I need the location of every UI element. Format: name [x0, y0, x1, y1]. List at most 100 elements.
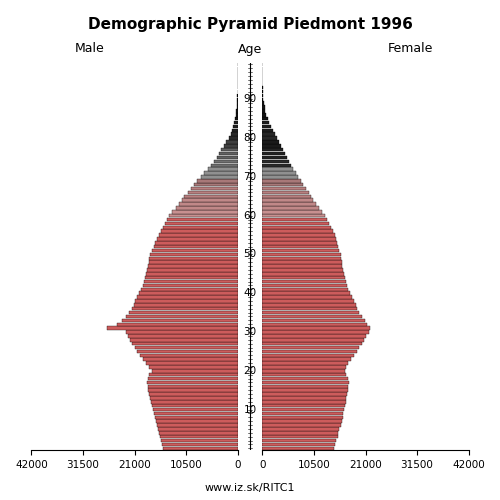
Bar: [134, 303, 238, 306]
Bar: [172, 210, 238, 214]
Bar: [150, 252, 238, 256]
Bar: [262, 113, 266, 116]
Bar: [262, 190, 308, 194]
Bar: [126, 314, 238, 318]
Bar: [160, 439, 238, 442]
Bar: [176, 206, 238, 210]
Bar: [262, 106, 264, 109]
Bar: [148, 388, 238, 392]
Bar: [262, 396, 346, 400]
Bar: [262, 280, 346, 283]
Bar: [262, 230, 333, 233]
Bar: [262, 314, 362, 318]
Bar: [262, 307, 357, 310]
Bar: [262, 369, 345, 372]
Bar: [178, 202, 238, 206]
Bar: [262, 128, 272, 132]
Bar: [262, 160, 289, 163]
Bar: [231, 132, 237, 136]
Bar: [148, 260, 238, 264]
Bar: [146, 362, 238, 365]
Bar: [224, 144, 237, 148]
Bar: [262, 194, 311, 198]
Bar: [262, 148, 283, 152]
Bar: [210, 164, 238, 167]
Bar: [126, 330, 238, 334]
Bar: [262, 245, 338, 248]
Bar: [262, 206, 319, 210]
Bar: [262, 427, 340, 430]
Text: 80: 80: [244, 133, 256, 143]
Bar: [149, 392, 238, 396]
Bar: [262, 380, 349, 384]
Bar: [141, 288, 238, 291]
Text: 90: 90: [244, 94, 256, 104]
Text: www.iz.sk/RITC1: www.iz.sk/RITC1: [205, 482, 295, 492]
Bar: [204, 172, 238, 175]
Bar: [150, 396, 238, 400]
Bar: [262, 362, 348, 365]
Bar: [262, 198, 314, 202]
Bar: [184, 194, 238, 198]
Bar: [262, 299, 354, 302]
Bar: [236, 109, 238, 112]
Bar: [182, 198, 238, 202]
Bar: [154, 416, 238, 419]
Bar: [262, 218, 326, 222]
Bar: [156, 420, 238, 423]
Bar: [146, 272, 238, 276]
Text: 60: 60: [244, 210, 256, 220]
Bar: [143, 284, 238, 287]
Bar: [262, 296, 352, 299]
Bar: [159, 431, 238, 434]
Bar: [194, 183, 238, 186]
Bar: [262, 268, 344, 272]
Bar: [140, 354, 237, 357]
Bar: [262, 109, 266, 112]
Bar: [262, 334, 366, 338]
Bar: [152, 369, 238, 372]
Bar: [139, 292, 237, 295]
Bar: [262, 420, 342, 423]
Bar: [138, 296, 237, 299]
Bar: [262, 288, 348, 291]
Bar: [136, 299, 238, 302]
Bar: [128, 334, 238, 338]
Bar: [262, 346, 359, 350]
Bar: [148, 380, 238, 384]
Bar: [262, 272, 344, 276]
Bar: [262, 249, 340, 252]
Bar: [262, 424, 341, 427]
Bar: [262, 252, 341, 256]
Bar: [198, 179, 237, 182]
Bar: [262, 404, 345, 407]
Bar: [160, 230, 238, 233]
Bar: [152, 408, 238, 412]
Bar: [147, 268, 238, 272]
Bar: [262, 392, 347, 396]
Bar: [262, 373, 346, 376]
Bar: [262, 152, 285, 156]
Text: Demographic Pyramid Piedmont 1996: Demographic Pyramid Piedmont 1996: [88, 18, 412, 32]
Text: 30: 30: [244, 327, 256, 337]
Bar: [144, 280, 238, 283]
Bar: [262, 311, 359, 314]
Bar: [262, 384, 348, 388]
Bar: [222, 148, 238, 152]
Bar: [262, 435, 338, 438]
Bar: [149, 256, 238, 260]
Bar: [262, 183, 303, 186]
Bar: [262, 431, 338, 434]
Bar: [262, 117, 268, 120]
Bar: [262, 98, 264, 101]
Bar: [262, 164, 291, 167]
Bar: [262, 303, 356, 306]
Bar: [262, 264, 342, 268]
Bar: [118, 322, 238, 326]
Bar: [191, 187, 238, 190]
Bar: [152, 249, 238, 252]
Bar: [262, 202, 316, 206]
Bar: [236, 113, 238, 116]
Bar: [262, 175, 298, 178]
Text: 10: 10: [244, 404, 256, 414]
